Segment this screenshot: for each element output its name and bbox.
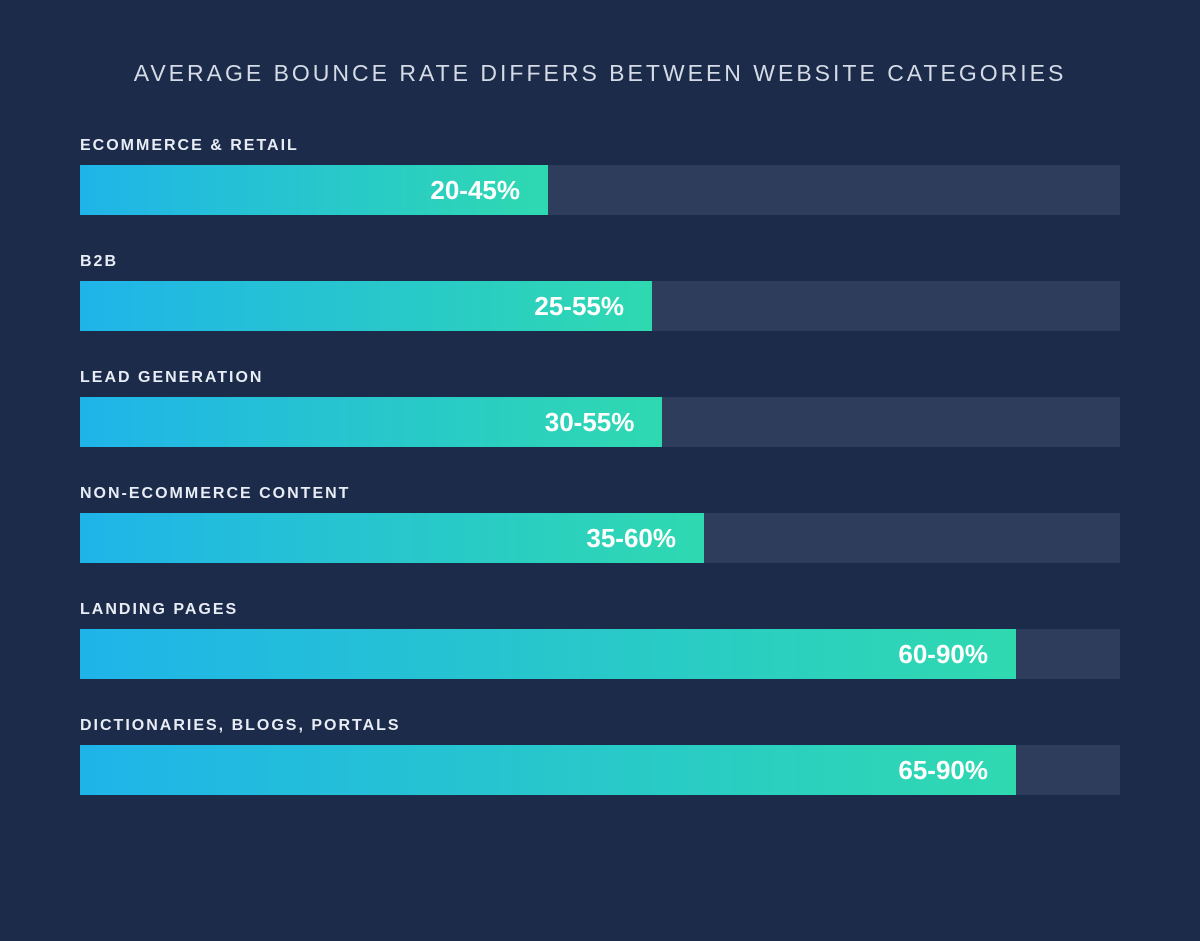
- bar-label: NON-ECOMMERCE CONTENT: [80, 485, 1120, 503]
- bar-track: 65-90%: [80, 745, 1120, 795]
- bar-value: 25-55%: [534, 291, 624, 322]
- bar-value: 60-90%: [898, 639, 988, 670]
- bar-value: 20-45%: [430, 175, 520, 206]
- bar-track: 20-45%: [80, 165, 1120, 215]
- bar-group: LEAD GENERATION 30-55%: [80, 369, 1120, 447]
- bar-label: LANDING PAGES: [80, 601, 1120, 619]
- bar-track: 25-55%: [80, 281, 1120, 331]
- bar-label: DICTIONARIES, BLOGS, PORTALS: [80, 717, 1120, 735]
- bar-value: 30-55%: [545, 407, 635, 438]
- bar-fill: 60-90%: [80, 629, 1016, 679]
- bar-group: DICTIONARIES, BLOGS, PORTALS 65-90%: [80, 717, 1120, 795]
- bar-group: ECOMMERCE & RETAIL 20-45%: [80, 137, 1120, 215]
- bar-track: 35-60%: [80, 513, 1120, 563]
- bar-fill: 35-60%: [80, 513, 704, 563]
- bar-group: B2B 25-55%: [80, 253, 1120, 331]
- bar-group: NON-ECOMMERCE CONTENT 35-60%: [80, 485, 1120, 563]
- bar-value: 35-60%: [586, 523, 676, 554]
- bar-fill: 30-55%: [80, 397, 662, 447]
- bounce-rate-chart: AVERAGE BOUNCE RATE DIFFERS BETWEEN WEBS…: [0, 0, 1200, 941]
- bar-fill: 20-45%: [80, 165, 548, 215]
- bar-label: LEAD GENERATION: [80, 369, 1120, 387]
- bar-label: ECOMMERCE & RETAIL: [80, 137, 1120, 155]
- bar-fill: 65-90%: [80, 745, 1016, 795]
- bar-track: 30-55%: [80, 397, 1120, 447]
- bar-label: B2B: [80, 253, 1120, 271]
- bar-value: 65-90%: [898, 755, 988, 786]
- bar-fill: 25-55%: [80, 281, 652, 331]
- bar-track: 60-90%: [80, 629, 1120, 679]
- chart-title: AVERAGE BOUNCE RATE DIFFERS BETWEEN WEBS…: [80, 60, 1120, 87]
- bar-group: LANDING PAGES 60-90%: [80, 601, 1120, 679]
